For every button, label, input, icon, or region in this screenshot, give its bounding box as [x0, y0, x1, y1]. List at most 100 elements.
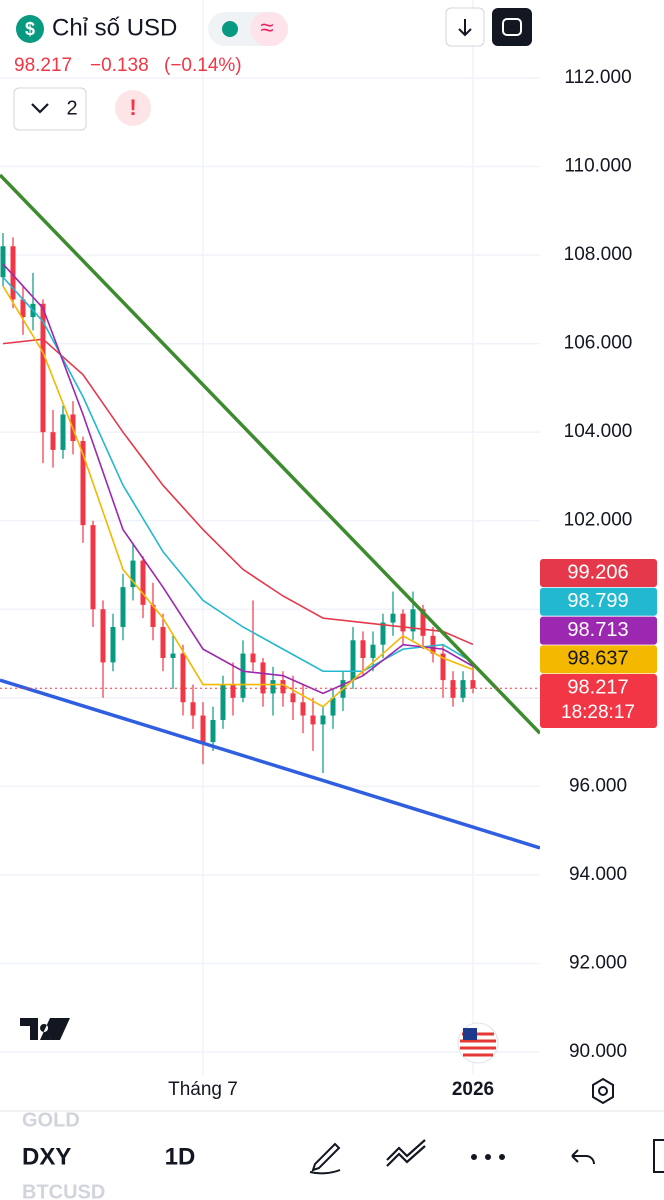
countdown: 18:28:17 [561, 702, 635, 723]
flag-stripes [460, 1032, 496, 1057]
last-price: 98.217 [14, 55, 72, 76]
symbol-prev[interactable]: GOLD [22, 1109, 80, 1131]
alert-bg[interactable] [115, 90, 151, 126]
y-tick-label: 108.000 [564, 244, 633, 265]
candle-body [50, 432, 56, 450]
candle-body [90, 525, 96, 610]
y-tick-label: 94.000 [569, 864, 627, 885]
candle-body [290, 693, 296, 703]
candle-body [170, 653, 176, 658]
ma-price-tag: 99.206 [567, 561, 628, 583]
candle-body [130, 560, 136, 588]
symbol-next[interactable]: BTCUSD [22, 1181, 105, 1200]
y-tick-label: 104.000 [564, 421, 633, 442]
compare-bg [250, 12, 288, 46]
candle-body [0, 246, 6, 278]
candle-body [260, 662, 266, 694]
trendline [0, 678, 540, 850]
flag-canton [463, 1028, 477, 1040]
y-tick-label: 90.000 [569, 1041, 627, 1062]
candle-body [20, 299, 26, 318]
candle-body [110, 626, 116, 663]
x-tick-label: Tháng 7 [168, 1079, 238, 1100]
candle-body [420, 609, 426, 636]
chevron-icon [31, 103, 49, 114]
candle-body [240, 653, 246, 698]
tv-logo-part [50, 1018, 70, 1040]
candle-body [390, 613, 396, 623]
undo-button[interactable] [571, 1149, 595, 1165]
moving-average [2, 276, 474, 673]
more-button[interactable] [471, 1154, 505, 1160]
candle-body [280, 680, 286, 694]
trendline [0, 173, 540, 735]
symbol-current[interactable]: DXY [22, 1143, 71, 1170]
candle-body [460, 680, 466, 698]
grid [0, 0, 540, 1075]
y-tick-label: 106.000 [564, 333, 633, 354]
fullscreen-button[interactable] [492, 8, 532, 46]
candle-body [120, 587, 126, 627]
candle-body [10, 246, 16, 300]
candle-body [450, 680, 456, 698]
y-tick-label: 110.000 [564, 156, 631, 177]
candle-body [250, 653, 256, 663]
indicators-tool[interactable] [386, 1139, 426, 1167]
candle-body [380, 622, 386, 645]
candle-body [230, 684, 236, 698]
layout-button[interactable] [13, 87, 87, 131]
candle-body [80, 441, 86, 526]
layout-count: 2 [66, 97, 77, 119]
ma-price-tag-bg [540, 616, 657, 645]
candle-body [190, 702, 196, 716]
settings-icon-center [598, 1086, 608, 1096]
tv-logo [20, 1018, 60, 1040]
candle-body [470, 680, 476, 689]
candle-body [300, 702, 306, 716]
candle-body [160, 626, 166, 658]
candle-body [370, 644, 376, 658]
x-tick-label: 2026 [452, 1079, 494, 1100]
candle-body [220, 684, 226, 720]
candle-body [210, 719, 216, 743]
download-icon [458, 19, 472, 37]
last-price-tag: 98.217 [567, 676, 628, 698]
panel-button[interactable] [653, 1139, 664, 1173]
y-tick-label: 96.000 [569, 775, 627, 796]
ma-price-tag: 98.713 [567, 619, 628, 641]
ma-price-tag-bg [540, 645, 657, 674]
candle-body [410, 609, 416, 632]
ma-price-tag: 98.637 [567, 648, 628, 670]
candle-body [140, 560, 146, 605]
fullscreen-icon [502, 18, 522, 36]
settings-icon[interactable] [592, 1077, 614, 1105]
moving-average [2, 263, 474, 695]
candle-body [330, 697, 336, 716]
ma-price-tag-bg [540, 587, 657, 616]
candle-body [100, 609, 106, 663]
candle-body [350, 640, 356, 681]
ma-price-tag: 98.799 [567, 590, 628, 612]
y-tick-label: 112.000 [564, 67, 631, 88]
draw-tool[interactable] [309, 1142, 341, 1175]
candle-body [440, 653, 446, 681]
last-price-tag-bg [540, 674, 657, 728]
moving-average [2, 285, 474, 708]
plot-area [0, 173, 540, 850]
candle-body [180, 653, 186, 703]
alert-icon: ! [129, 95, 136, 120]
candle-body [270, 680, 276, 694]
moving-average [2, 338, 474, 646]
candle-body [360, 640, 366, 658]
symbol-icon-bg [16, 15, 44, 43]
symbol-title[interactable]: Chỉ số USD [52, 14, 177, 41]
candle-body [60, 414, 66, 450]
candle-body [400, 613, 406, 632]
interval[interactable]: 1D [165, 1143, 196, 1170]
compare-icon[interactable]: ≈ [260, 14, 273, 41]
price-change-pct: (−0.14%) [164, 55, 242, 76]
y-tick-label: 102.000 [564, 510, 633, 531]
price-change: −0.138 [90, 55, 149, 76]
